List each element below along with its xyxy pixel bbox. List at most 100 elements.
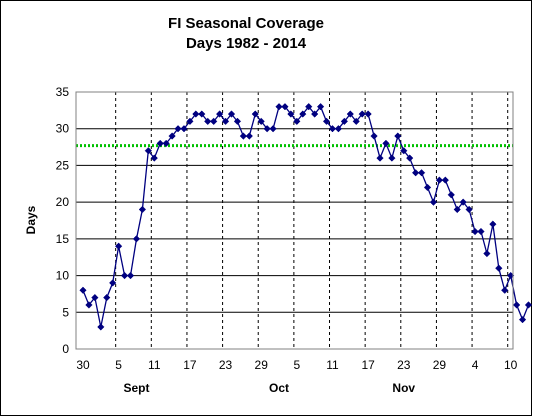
x-tick-label: 10 xyxy=(504,358,518,372)
data-point xyxy=(394,132,402,140)
data-point xyxy=(97,323,105,331)
data-point xyxy=(221,117,230,126)
data-point xyxy=(281,103,289,111)
data-point xyxy=(495,264,503,272)
data-point xyxy=(489,220,497,228)
y-tick-label: 35 xyxy=(56,85,70,99)
data-point xyxy=(352,117,360,126)
y-tick-label: 10 xyxy=(56,269,70,283)
data-point xyxy=(109,279,117,287)
data-point xyxy=(370,132,378,140)
x-tick-label: 4 xyxy=(472,358,479,372)
data-point xyxy=(483,249,491,258)
data-point xyxy=(120,271,129,280)
data-point xyxy=(459,198,467,206)
data-point xyxy=(305,103,313,111)
data-point xyxy=(453,205,461,214)
data-point xyxy=(334,125,343,133)
data-point xyxy=(447,191,455,199)
x-tick-label: 23 xyxy=(219,358,233,372)
month-label: Nov xyxy=(392,381,415,395)
data-point xyxy=(293,117,301,126)
data-point xyxy=(251,110,259,118)
data-point xyxy=(156,139,164,148)
data-point xyxy=(423,183,432,192)
data-point xyxy=(411,169,420,177)
y-axis-label: Days xyxy=(24,205,38,234)
data-point xyxy=(322,117,331,126)
data-point xyxy=(263,125,271,133)
month-label: Sept xyxy=(123,381,149,395)
series-layer xyxy=(79,103,533,331)
x-tick-label: 17 xyxy=(361,358,375,372)
y-tick-label: 15 xyxy=(56,232,70,246)
data-point xyxy=(275,103,283,111)
x-tick-label: 11 xyxy=(148,358,161,372)
data-point xyxy=(524,301,533,309)
data-point xyxy=(441,176,449,184)
data-point xyxy=(417,169,426,177)
data-point xyxy=(138,205,147,214)
data-point xyxy=(126,271,135,280)
x-tick-label: 17 xyxy=(183,358,197,372)
y-tick-labels: 0 5 10 15 20 25 30 35 xyxy=(56,85,70,356)
data-point xyxy=(287,110,295,118)
data-point xyxy=(364,110,372,118)
data-point xyxy=(85,301,93,309)
y-tick-label: 25 xyxy=(56,158,70,172)
data-point xyxy=(180,125,188,133)
x-tick-label: 5 xyxy=(293,358,300,372)
data-point xyxy=(471,227,479,236)
data-point xyxy=(239,132,248,140)
data-point xyxy=(400,147,408,155)
data-point xyxy=(103,293,111,302)
data-point xyxy=(311,110,319,118)
month-label: Oct xyxy=(269,381,289,395)
data-point xyxy=(269,125,277,133)
data-point xyxy=(328,125,337,133)
data-point xyxy=(204,117,212,126)
data-point xyxy=(518,315,527,324)
x-tick-label: 29 xyxy=(255,358,269,372)
y-tick-label: 0 xyxy=(62,342,69,356)
data-point xyxy=(406,154,414,162)
data-point xyxy=(132,235,141,243)
data-point xyxy=(382,139,390,148)
data-point xyxy=(233,117,242,126)
data-point xyxy=(227,110,236,118)
x-tick-label: 5 xyxy=(115,358,122,372)
data-point xyxy=(192,110,200,118)
data-point xyxy=(429,198,438,206)
data-point xyxy=(358,110,366,118)
data-point xyxy=(198,110,206,118)
data-point xyxy=(257,117,265,126)
x-tick-label: 29 xyxy=(433,358,447,372)
data-point xyxy=(512,301,521,309)
y-tick-label: 5 xyxy=(62,305,69,319)
x-tick-label: 30 xyxy=(76,358,90,372)
data-point xyxy=(316,103,325,111)
data-point xyxy=(340,117,349,126)
data-point xyxy=(150,154,158,162)
grid-layer xyxy=(76,128,513,313)
y-tick-label: 30 xyxy=(56,122,70,136)
data-point xyxy=(210,117,218,126)
x-tick-labels: 30 5 11 17 23 29 5 11 17 23 29 4 10 xyxy=(76,358,517,372)
data-point xyxy=(465,205,473,214)
series-line xyxy=(82,105,530,328)
data-point xyxy=(245,132,253,140)
data-point xyxy=(346,110,354,118)
data-point xyxy=(162,139,170,148)
data-point xyxy=(299,110,307,118)
data-point xyxy=(215,110,224,118)
data-point xyxy=(186,117,194,126)
data-point xyxy=(174,125,182,133)
data-point xyxy=(376,154,384,162)
x-tick-label: 11 xyxy=(326,358,339,372)
chart-subtitle: Days 1982 - 2014 xyxy=(186,35,307,52)
data-point xyxy=(79,286,87,294)
data-point xyxy=(501,286,509,294)
